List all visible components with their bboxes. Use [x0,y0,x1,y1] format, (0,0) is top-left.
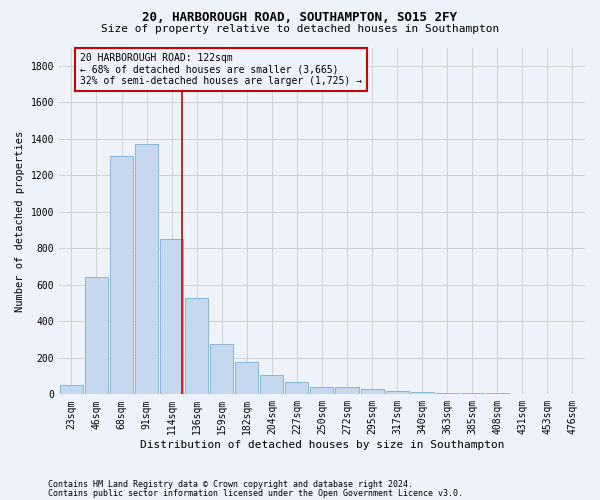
Bar [160,239,183,394]
Bar [361,389,383,394]
Text: 20 HARBOROUGH ROAD: 122sqm
← 68% of detached houses are smaller (3,665)
32% of s: 20 HARBOROUGH ROAD: 122sqm ← 68% of deta… [80,53,362,86]
Bar [286,382,308,394]
Bar [335,388,359,394]
Bar [110,156,133,394]
Bar [260,375,283,394]
Bar [85,276,108,394]
Bar [461,393,484,394]
Bar [436,392,459,394]
Text: Size of property relative to detached houses in Southampton: Size of property relative to detached ho… [101,24,499,34]
Bar [235,362,259,394]
Y-axis label: Number of detached properties: Number of detached properties [15,130,25,312]
Bar [185,298,208,394]
Text: Contains HM Land Registry data © Crown copyright and database right 2024.: Contains HM Land Registry data © Crown c… [48,480,413,489]
Bar [210,344,233,395]
X-axis label: Distribution of detached houses by size in Southampton: Distribution of detached houses by size … [140,440,504,450]
Text: Contains public sector information licensed under the Open Government Licence v3: Contains public sector information licen… [48,489,463,498]
Bar [386,390,409,394]
Bar [410,392,434,394]
Bar [310,388,334,394]
Bar [135,144,158,395]
Bar [60,385,83,394]
Text: 20, HARBOROUGH ROAD, SOUTHAMPTON, SO15 2FY: 20, HARBOROUGH ROAD, SOUTHAMPTON, SO15 2… [143,11,458,24]
